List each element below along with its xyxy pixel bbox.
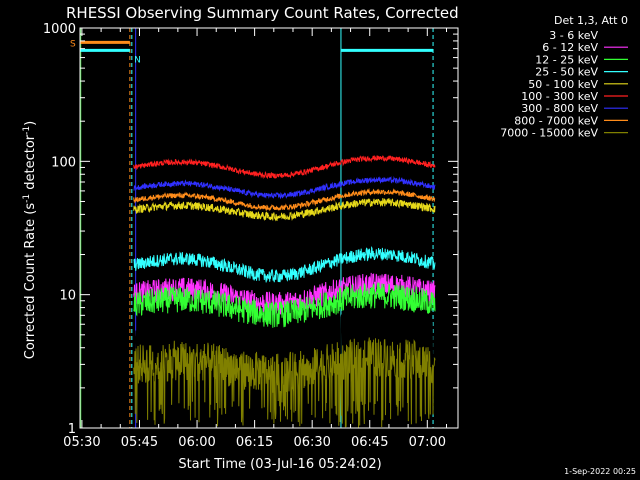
chart-title: RHESSI Observing Summary Count Rates, Co… — [66, 4, 459, 22]
x-tick-label: 06:45 — [351, 435, 388, 450]
series-line-6 — [133, 176, 436, 200]
series-line-8 — [133, 337, 436, 428]
x-tick-label: 05:45 — [121, 435, 158, 450]
y-tick-label: 1000 — [43, 22, 76, 37]
x-axis-label: Start Time (03-Jul-16 05:24:02) — [178, 457, 381, 472]
x-tick-label: 06:00 — [178, 435, 215, 450]
plot-area: SN — [70, 28, 436, 429]
legend-label: 800 - 7000 keV — [514, 114, 598, 127]
series-line-3 — [133, 246, 436, 283]
y-axis-label: Corrected Count Rate (s-1 detector-1) — [22, 121, 38, 359]
y-tick-label: 10 — [59, 289, 76, 304]
series-line-5 — [133, 155, 436, 180]
series-line-7 — [133, 187, 436, 212]
x-tick-label: 06:15 — [236, 435, 273, 450]
x-tick-label: 06:30 — [293, 435, 330, 450]
series-line-2 — [133, 282, 436, 328]
flag-label-S: S — [70, 39, 76, 49]
legend-label: 7000 - 15000 keV — [500, 127, 598, 140]
legend-label: 3 - 6 keV — [549, 29, 598, 42]
axes-frame — [79, 27, 459, 429]
legend-label: 300 - 800 keV — [521, 102, 598, 115]
series-line-4 — [133, 198, 436, 222]
legend-label: 25 - 50 keV — [535, 66, 598, 79]
axes: 1 10 100 1000 05:30 05:45 06:00 06:15 06:30 06:45… — [43, 22, 459, 450]
legend-label: 6 - 12 keV — [542, 41, 598, 54]
x-tick-label: 07:00 — [409, 435, 446, 450]
legend-header: Det 1,3, Att 0 — [554, 14, 628, 27]
series-line-black-band — [133, 311, 436, 429]
x-tick-label: 05:30 — [63, 435, 100, 450]
timestamp: 1-Sep-2022 00:25 — [564, 467, 636, 476]
legend-label: 50 - 100 keV — [528, 78, 598, 91]
y-tick-label: 1 — [68, 422, 76, 437]
legend-label: 12 - 25 keV — [535, 53, 598, 66]
y-tick-label: 100 — [51, 155, 76, 170]
flag-label-N: N — [134, 55, 141, 65]
legend-label: 100 - 300 keV — [521, 90, 598, 103]
